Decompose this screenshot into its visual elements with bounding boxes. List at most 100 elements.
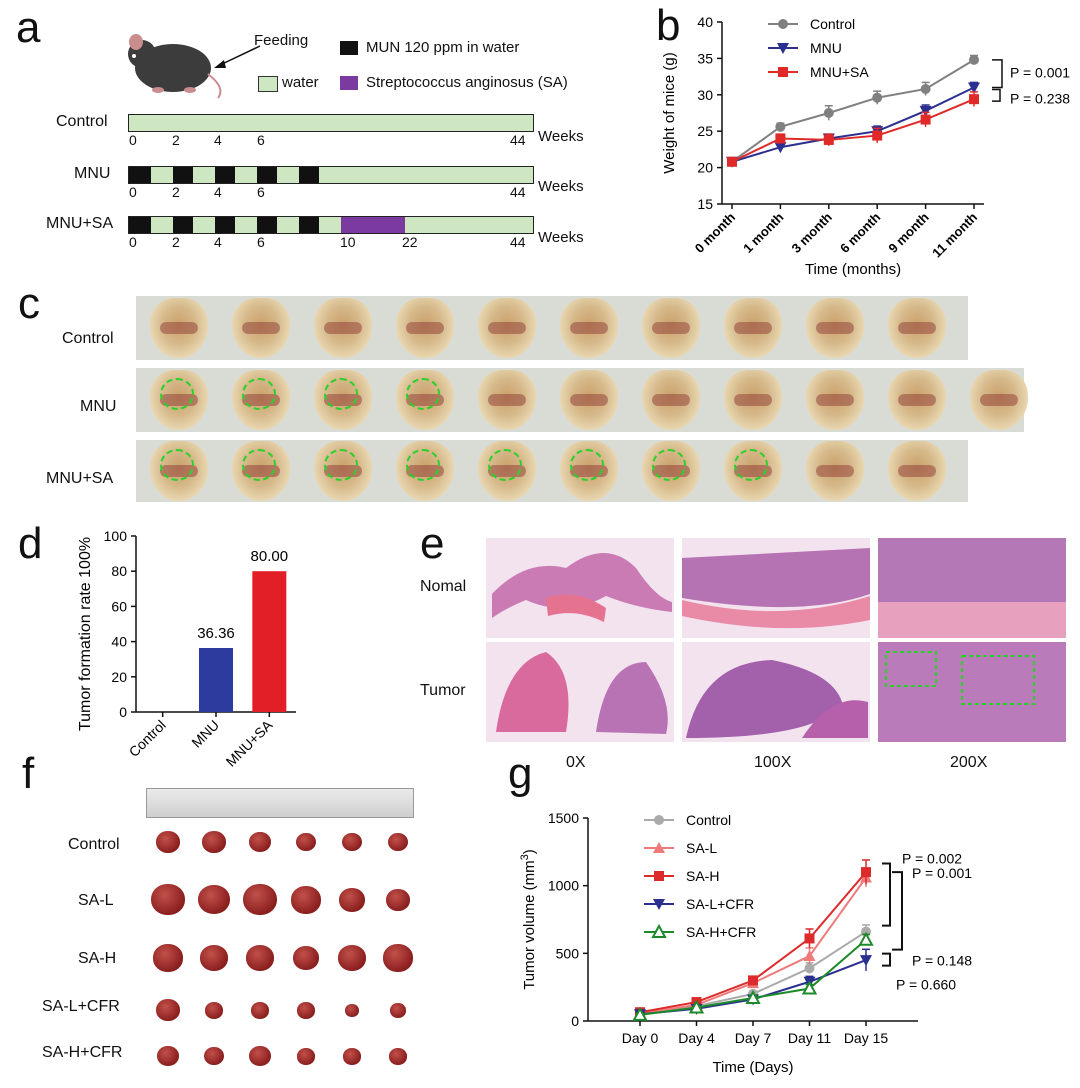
panel-label-e: e bbox=[420, 519, 445, 568]
tumor-photo bbox=[243, 884, 277, 916]
x-tick-label: 1 month bbox=[740, 209, 786, 255]
histology-image bbox=[486, 642, 674, 742]
tick-label: 0 bbox=[129, 184, 137, 200]
tumor-photo bbox=[343, 1048, 361, 1065]
photo-row-label: MNU+SA bbox=[46, 470, 114, 487]
lesion-circle bbox=[324, 449, 358, 481]
data-point bbox=[823, 134, 834, 145]
x-tick-label: Control bbox=[126, 717, 169, 760]
series-line bbox=[731, 98, 975, 163]
histology-image bbox=[486, 538, 674, 638]
data-point bbox=[858, 931, 874, 946]
tumor-photo bbox=[202, 831, 226, 854]
tumor-row-label: SA-L+CFR bbox=[42, 998, 120, 1015]
x-tick-label: 0 month bbox=[692, 209, 738, 255]
data-point bbox=[804, 933, 815, 944]
legend-marker bbox=[777, 43, 789, 54]
stomach-photo bbox=[642, 298, 700, 358]
data-point bbox=[727, 156, 737, 167]
x-tick-label: Day 4 bbox=[678, 1030, 715, 1046]
stomach-photo bbox=[642, 370, 700, 430]
legend-entry: Control bbox=[810, 16, 855, 32]
tumor-photo bbox=[297, 1002, 315, 1019]
significance-bracket bbox=[892, 871, 903, 951]
tick-label: 2 bbox=[172, 132, 180, 148]
panel-label-f: f bbox=[22, 749, 35, 798]
tick-label: 6 bbox=[257, 234, 265, 250]
series-line bbox=[731, 86, 975, 163]
x-tick-label: Day 0 bbox=[622, 1030, 659, 1046]
lesion-circle bbox=[406, 449, 440, 481]
y-tick-label: 15 bbox=[697, 196, 713, 212]
lesion-circle bbox=[488, 449, 522, 481]
data-point bbox=[872, 92, 883, 103]
lesion-circle bbox=[242, 378, 276, 410]
tick-label: 2 bbox=[172, 234, 180, 250]
legend-marker bbox=[653, 899, 665, 910]
stomach-photo bbox=[806, 370, 864, 430]
stomach-photo bbox=[888, 298, 946, 358]
x-tick-label: 11 month bbox=[929, 209, 980, 260]
weeks-label: Weeks bbox=[538, 229, 584, 246]
y-tick-label: 40 bbox=[111, 634, 127, 650]
timeline-bar-mnu-sa bbox=[128, 216, 534, 234]
bar bbox=[199, 648, 233, 712]
lesion-circle bbox=[324, 378, 358, 410]
legend-marker bbox=[651, 923, 667, 938]
bar-value-label: 36.36 bbox=[197, 625, 235, 642]
legend-entry: SA-H bbox=[686, 868, 719, 884]
stomach-photo bbox=[724, 370, 782, 430]
x-tick-label: 9 month bbox=[885, 209, 931, 255]
magnification-label: 100X bbox=[754, 754, 792, 771]
data-point bbox=[969, 54, 979, 65]
x-tick-label: 6 month bbox=[837, 209, 883, 255]
legend-entry: MNU bbox=[810, 40, 842, 56]
tumor-photo bbox=[390, 1003, 406, 1018]
lesion-circle bbox=[570, 449, 604, 481]
mouse-icon bbox=[128, 34, 222, 99]
significance-bracket bbox=[882, 952, 891, 967]
legend-marker bbox=[653, 842, 665, 853]
panel-label-c: c bbox=[18, 279, 40, 328]
data-point bbox=[688, 999, 705, 1014]
data-point bbox=[823, 108, 834, 118]
legend-entry: SA-L bbox=[686, 840, 717, 856]
lesion-circle bbox=[734, 449, 768, 481]
row-label-mnu: MNU bbox=[74, 165, 111, 182]
tumor-photo bbox=[157, 1046, 179, 1067]
tumor-photo bbox=[249, 832, 271, 853]
bar bbox=[252, 571, 287, 712]
legend-marker bbox=[654, 815, 664, 825]
stomach-photo bbox=[478, 298, 536, 358]
data-point bbox=[774, 142, 787, 154]
legend-entry: MNU+SA bbox=[810, 64, 869, 80]
tumor-photo bbox=[156, 999, 180, 1022]
tumor-photo bbox=[246, 945, 274, 971]
series-line bbox=[731, 58, 975, 163]
ruler-image bbox=[146, 788, 414, 818]
panel-label-g: g bbox=[508, 749, 533, 798]
tick-label: 6 bbox=[257, 184, 265, 200]
y-tick-label: 0 bbox=[571, 1013, 579, 1029]
tumor-photo bbox=[200, 945, 228, 971]
histology-image bbox=[878, 538, 1066, 638]
tumor-row-label: SA-H bbox=[78, 950, 117, 967]
panel-label-b: b bbox=[656, 1, 681, 50]
chart-g: 0 500 1000 1500 Day 0 Day 4 Day 7 Day 11 Day 15 T… bbox=[519, 810, 972, 1076]
tumor-photo bbox=[204, 1047, 224, 1066]
tumor-row-label: SA-H+CFR bbox=[42, 1044, 123, 1061]
tumor-row-label: SA-L bbox=[78, 892, 114, 909]
y-axis-label: Weight of mice (g) bbox=[661, 52, 678, 173]
x-tick-label: Day 7 bbox=[735, 1030, 772, 1046]
legend-marker bbox=[654, 871, 664, 881]
tumor-photo bbox=[386, 889, 410, 912]
tumor-photo bbox=[342, 833, 362, 852]
arrow-icon bbox=[214, 45, 261, 68]
x-axis-label: Time (months) bbox=[805, 261, 901, 278]
lesion-circle bbox=[242, 449, 276, 481]
x-tick-label: 3 month bbox=[789, 209, 835, 255]
data-point bbox=[969, 94, 979, 105]
row-label-mnu-sa: MNU+SA bbox=[46, 215, 114, 232]
p-value-label: P = 0.001 bbox=[1010, 65, 1070, 81]
legend-label-sa: Streptococcus anginosus (SA) bbox=[366, 74, 568, 91]
